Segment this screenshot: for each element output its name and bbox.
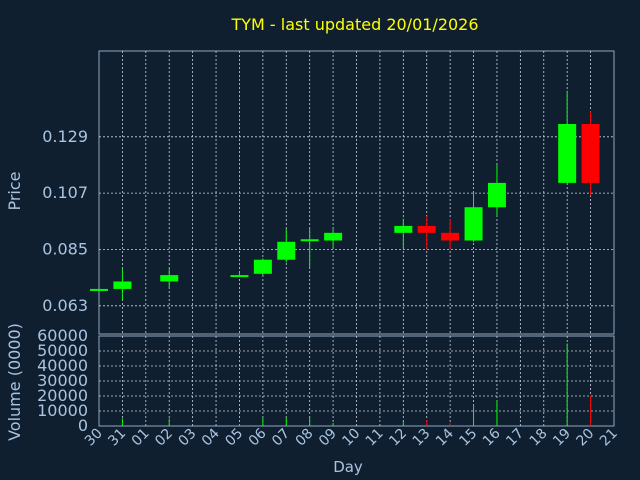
volume-tick-label: 50000 [37, 341, 88, 360]
x-tick-label: 18 [527, 426, 551, 450]
x-axis: 30 31 01 02 03 04 05 06 07 08 09 10 11 12 13 14 15 16 17 18… [82, 425, 621, 449]
chart-title: TYM - last updated 20/01/2026 [230, 15, 478, 34]
x-tick-label: 08 [293, 426, 317, 450]
candle-body [581, 123, 600, 183]
candle-body [324, 232, 343, 241]
x-tick-label: 01 [129, 426, 153, 450]
volume-tick-label: 30000 [37, 371, 88, 390]
candle-body [300, 239, 319, 242]
volume-tick-label: 40000 [37, 356, 88, 375]
candle-body [230, 275, 249, 278]
volume-axis-label: Volume (0000) [5, 323, 24, 441]
candle-body [487, 182, 506, 208]
x-tick-label: 15 [456, 426, 480, 450]
candle-body [417, 225, 436, 233]
x-tick-label: 17 [503, 426, 527, 450]
x-tick-label: 09 [316, 426, 340, 450]
candle-body [160, 275, 179, 282]
candle-body [394, 225, 413, 233]
x-tick-label: 21 [597, 426, 621, 450]
volume-tick-label: 10000 [37, 401, 88, 420]
x-axis-label: Day [333, 458, 363, 476]
x-tick-label: 31 [105, 426, 129, 450]
candle-body [464, 207, 483, 241]
price-tick-label: 0.085 [42, 239, 88, 258]
volume-tick-label: 20000 [37, 386, 88, 405]
candle-body [90, 288, 108, 291]
volume-tick-label: 0 [78, 416, 88, 435]
x-tick-label: 07 [269, 426, 293, 450]
x-tick-label: 02 [152, 426, 176, 450]
candle-body [253, 259, 272, 274]
price-panel: 0.063 0.085 0.107 0.129 [42, 50, 615, 335]
price-axis-label: Price [5, 171, 24, 210]
x-tick-label: 03 [176, 426, 200, 450]
x-tick-label: 10 [339, 426, 363, 450]
price-tick-label: 0.063 [42, 296, 88, 315]
candle-body [277, 241, 296, 260]
x-tick-label: 14 [433, 425, 457, 449]
candle-body [558, 123, 577, 183]
x-tick-label: 20 [573, 426, 597, 450]
x-tick-label: 05 [222, 426, 246, 450]
x-tick-label: 19 [550, 426, 574, 450]
x-tick-label: 13 [410, 426, 434, 450]
x-tick-label: 06 [246, 425, 270, 449]
candle-body [441, 232, 460, 241]
price-tick-label: 0.107 [42, 183, 88, 202]
x-tick-label: 04 [199, 425, 223, 449]
volume-tick-label: 60000 [37, 326, 88, 345]
candle-body [113, 281, 132, 289]
x-tick-label: 16 [480, 425, 504, 449]
x-tick-label: 11 [363, 426, 387, 450]
x-tick-label: 12 [386, 426, 410, 450]
price-tick-label: 0.129 [42, 127, 88, 146]
